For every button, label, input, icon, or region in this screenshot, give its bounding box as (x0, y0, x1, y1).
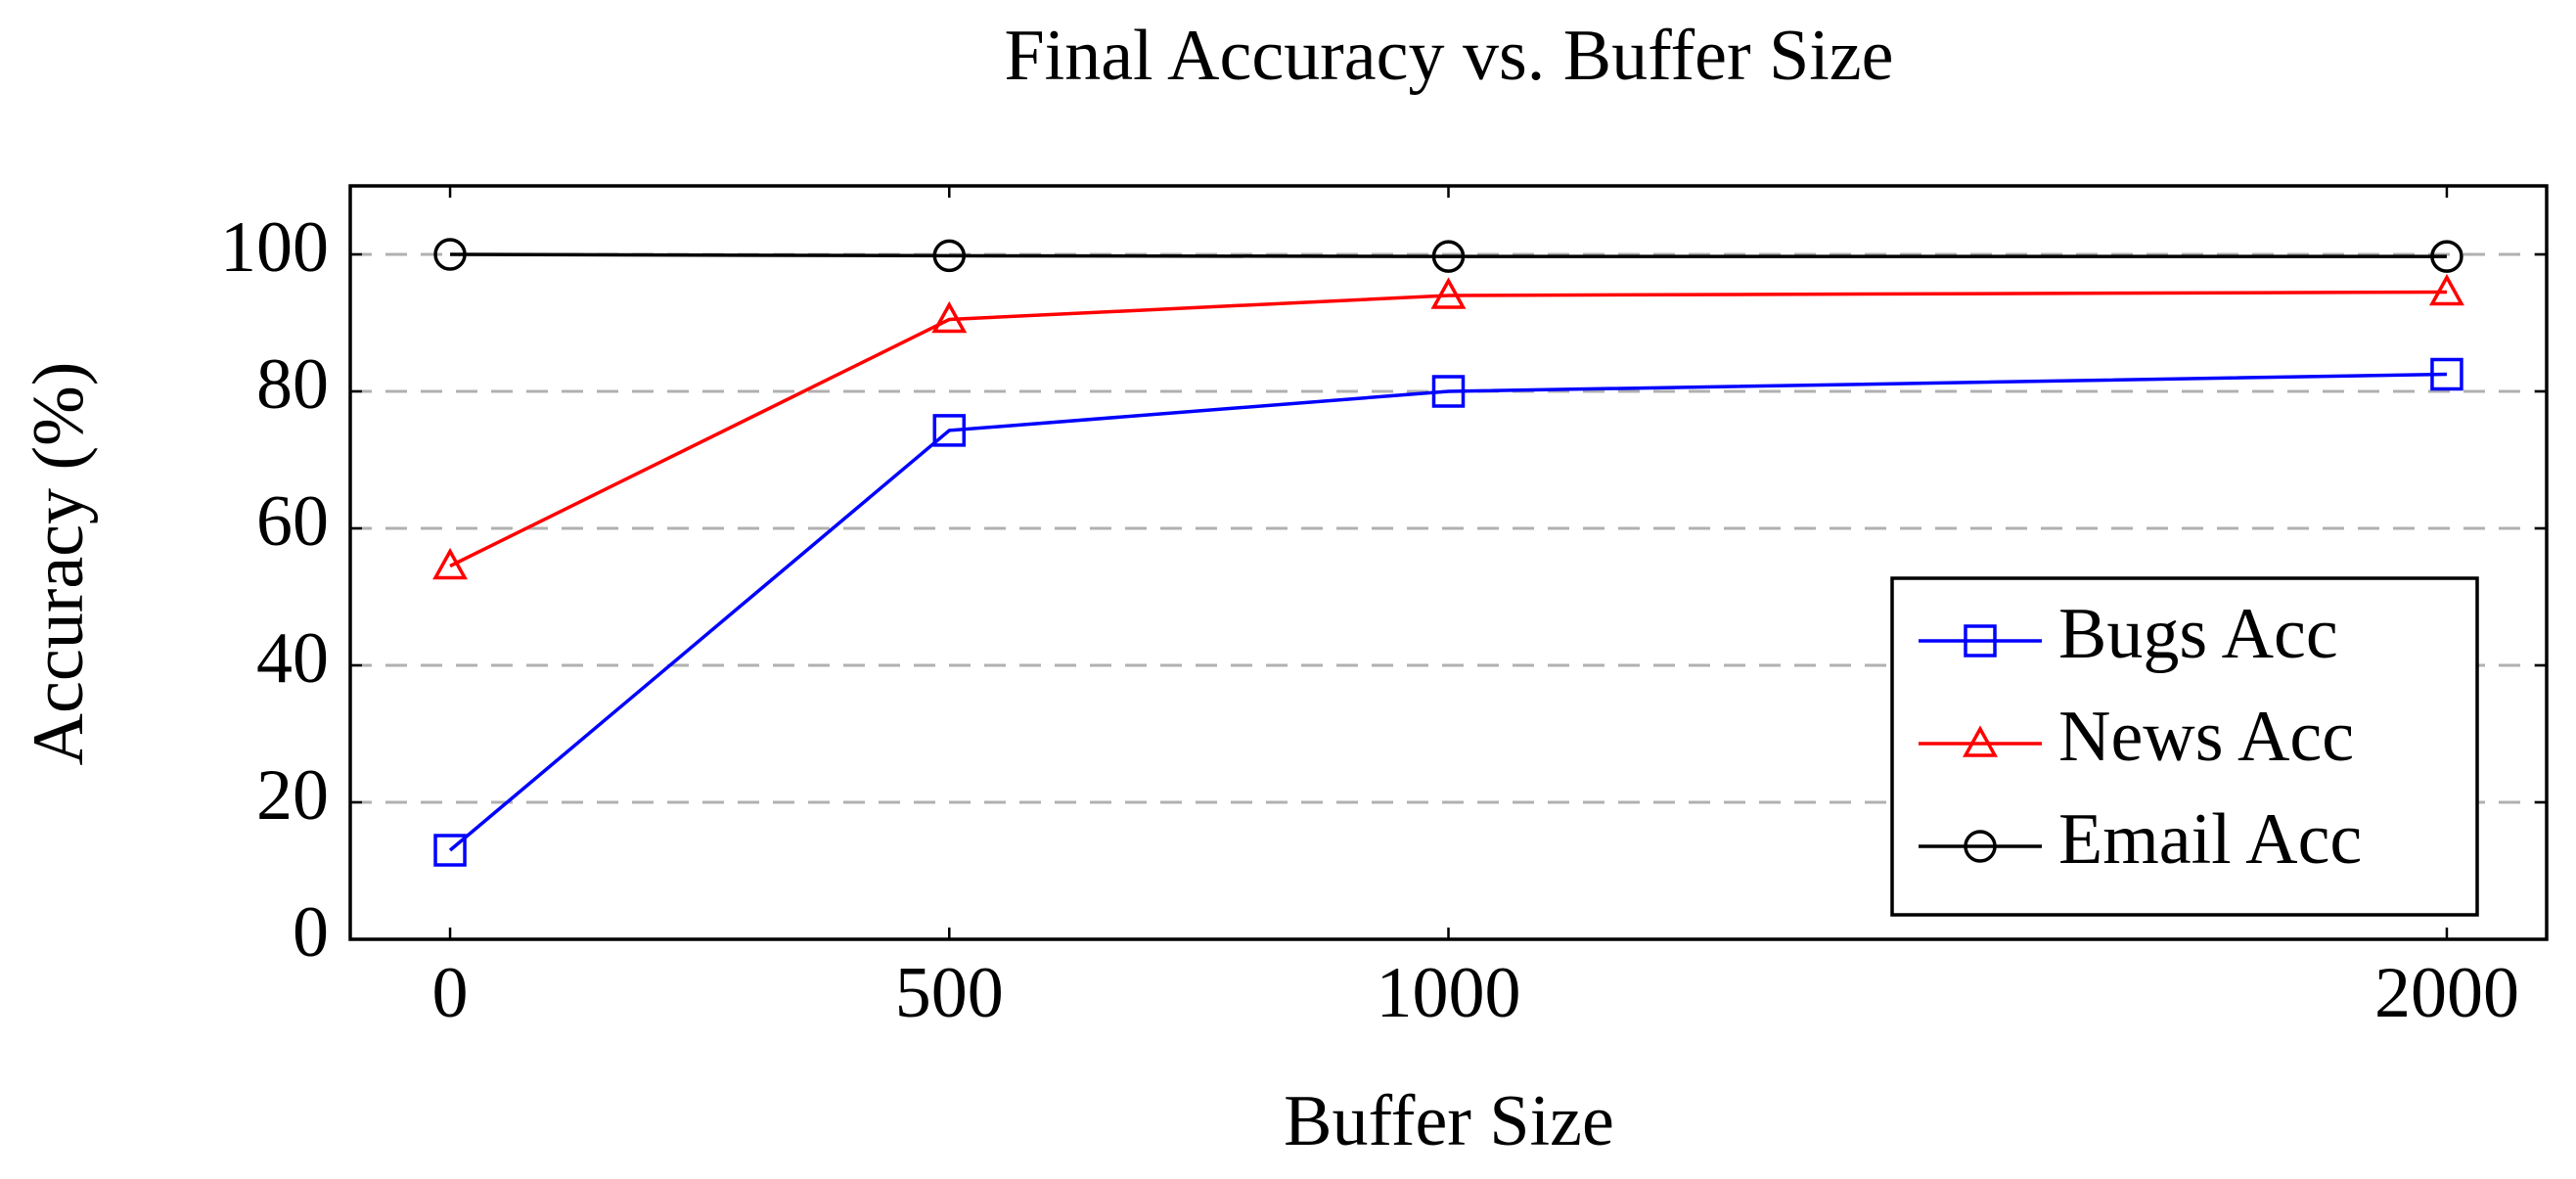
legend-label: Bugs Acc (2058, 594, 2338, 674)
y-tick-label: 60 (256, 481, 329, 562)
marker (932, 414, 967, 447)
plot-frame (348, 184, 2549, 941)
marker (1964, 624, 1997, 658)
y-tick-label: 40 (256, 618, 329, 699)
marker (432, 547, 469, 580)
y-tick-label: 20 (256, 755, 329, 836)
x-tick-label: 500 (895, 953, 1004, 1033)
y-axis-label: Accuracy (%) (19, 362, 99, 766)
marker (1431, 240, 1466, 273)
marker (1964, 830, 1997, 863)
marker (2430, 357, 2463, 391)
x-axis-label: Buffer Size (1284, 1081, 1614, 1161)
series-line (450, 252, 2447, 258)
chart-title: Final Accuracy vs. Buffer Size (1005, 16, 1894, 96)
marker (931, 300, 968, 334)
series-line (448, 372, 2447, 852)
marker (2428, 273, 2464, 306)
y-tick-label: 100 (220, 207, 329, 288)
x-tick-label: 0 (432, 953, 469, 1033)
y-tick-label: 80 (256, 344, 329, 425)
x-tick-label: 2000 (2374, 953, 2519, 1033)
marker (1963, 725, 1998, 757)
y-tick-label: 0 (293, 892, 329, 973)
marker (433, 238, 467, 271)
marker (932, 239, 967, 273)
marker (2430, 240, 2463, 273)
marker (1430, 277, 1467, 309)
x-tick-label: 1000 (1377, 953, 1521, 1033)
marker (1431, 375, 1466, 408)
series-line (449, 290, 2447, 568)
marker (433, 834, 467, 867)
legend-label: News Acc (2058, 697, 2354, 777)
legend-label: Email Acc (2058, 799, 2362, 880)
